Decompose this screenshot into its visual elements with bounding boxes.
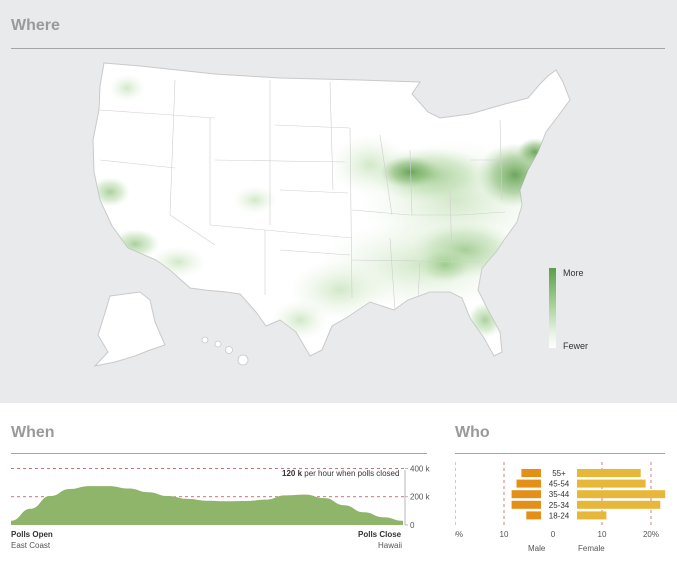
density-blobs <box>93 74 553 340</box>
when-area-chart: 0 200 k 400 k <box>11 464 431 530</box>
who-male-label: Male <box>528 544 546 553</box>
where-rule <box>11 48 665 49</box>
where-title: Where <box>11 17 60 34</box>
who-bars <box>511 469 666 520</box>
when-tick-label-1: 200 k <box>410 493 431 502</box>
when-tick-label-0: 0 <box>410 521 415 530</box>
when-annotation: 120 k per hour when polls closed <box>282 469 399 478</box>
alaska-shape <box>93 291 166 367</box>
us-density-map <box>92 62 571 367</box>
who-female-label: Female <box>578 544 605 553</box>
who-category-4: 18-24 <box>549 511 570 520</box>
hawaii-shape <box>201 336 249 366</box>
when-end-label: Polls Close <box>358 530 402 539</box>
who-category-0: 55+ <box>552 469 566 478</box>
who-bar-male-1 <box>516 479 541 488</box>
who-bar-female-4 <box>577 511 607 520</box>
who-category-2: 35-44 <box>549 490 570 499</box>
where-section: Where <box>0 0 677 403</box>
when-y-ticks: 0 200 k 400 k <box>405 464 431 530</box>
who-bar-male-2 <box>511 490 541 499</box>
who-bar-female-0 <box>577 469 641 477</box>
when-end-sublabel: Hawaii <box>378 541 403 550</box>
when-tick-label-2: 400 k <box>410 464 431 473</box>
when-annotation-text: per hour when polls closed <box>304 469 400 478</box>
who-xtick-2: 0 <box>551 530 556 539</box>
who-bar-male-0 <box>521 469 541 477</box>
when-start-sublabel: East Coast <box>11 541 51 550</box>
who-category-3: 25-34 <box>549 501 570 510</box>
who-xtick-4: 20% <box>643 530 659 539</box>
who-bar-female-2 <box>577 490 666 499</box>
who-rule <box>455 453 665 454</box>
when-annotation-value: 120 k <box>282 469 303 478</box>
who-category-1: 45-54 <box>549 480 570 489</box>
who-xtick-3: 10 <box>598 530 607 539</box>
who-bar-male-3 <box>511 500 541 509</box>
when-start-label: Polls Open <box>11 530 53 539</box>
who-xtick-1: 10 <box>500 530 509 539</box>
who-x-ticks: 20% 10 0 10 20% <box>455 530 659 539</box>
who-title: Who <box>455 424 490 441</box>
when-title: When <box>11 424 55 441</box>
legend-more-label: More <box>563 268 584 278</box>
state-borders <box>99 79 506 311</box>
legend-fewer-label: Fewer <box>563 341 589 351</box>
legend-color-ramp <box>549 268 556 348</box>
when-area-series <box>11 486 403 525</box>
who-xtick-0: 20% <box>455 530 463 539</box>
who-bar-female-3 <box>577 500 661 509</box>
who-bar-female-1 <box>577 479 646 488</box>
when-rule <box>11 453 427 454</box>
who-bar-male-4 <box>526 511 541 520</box>
